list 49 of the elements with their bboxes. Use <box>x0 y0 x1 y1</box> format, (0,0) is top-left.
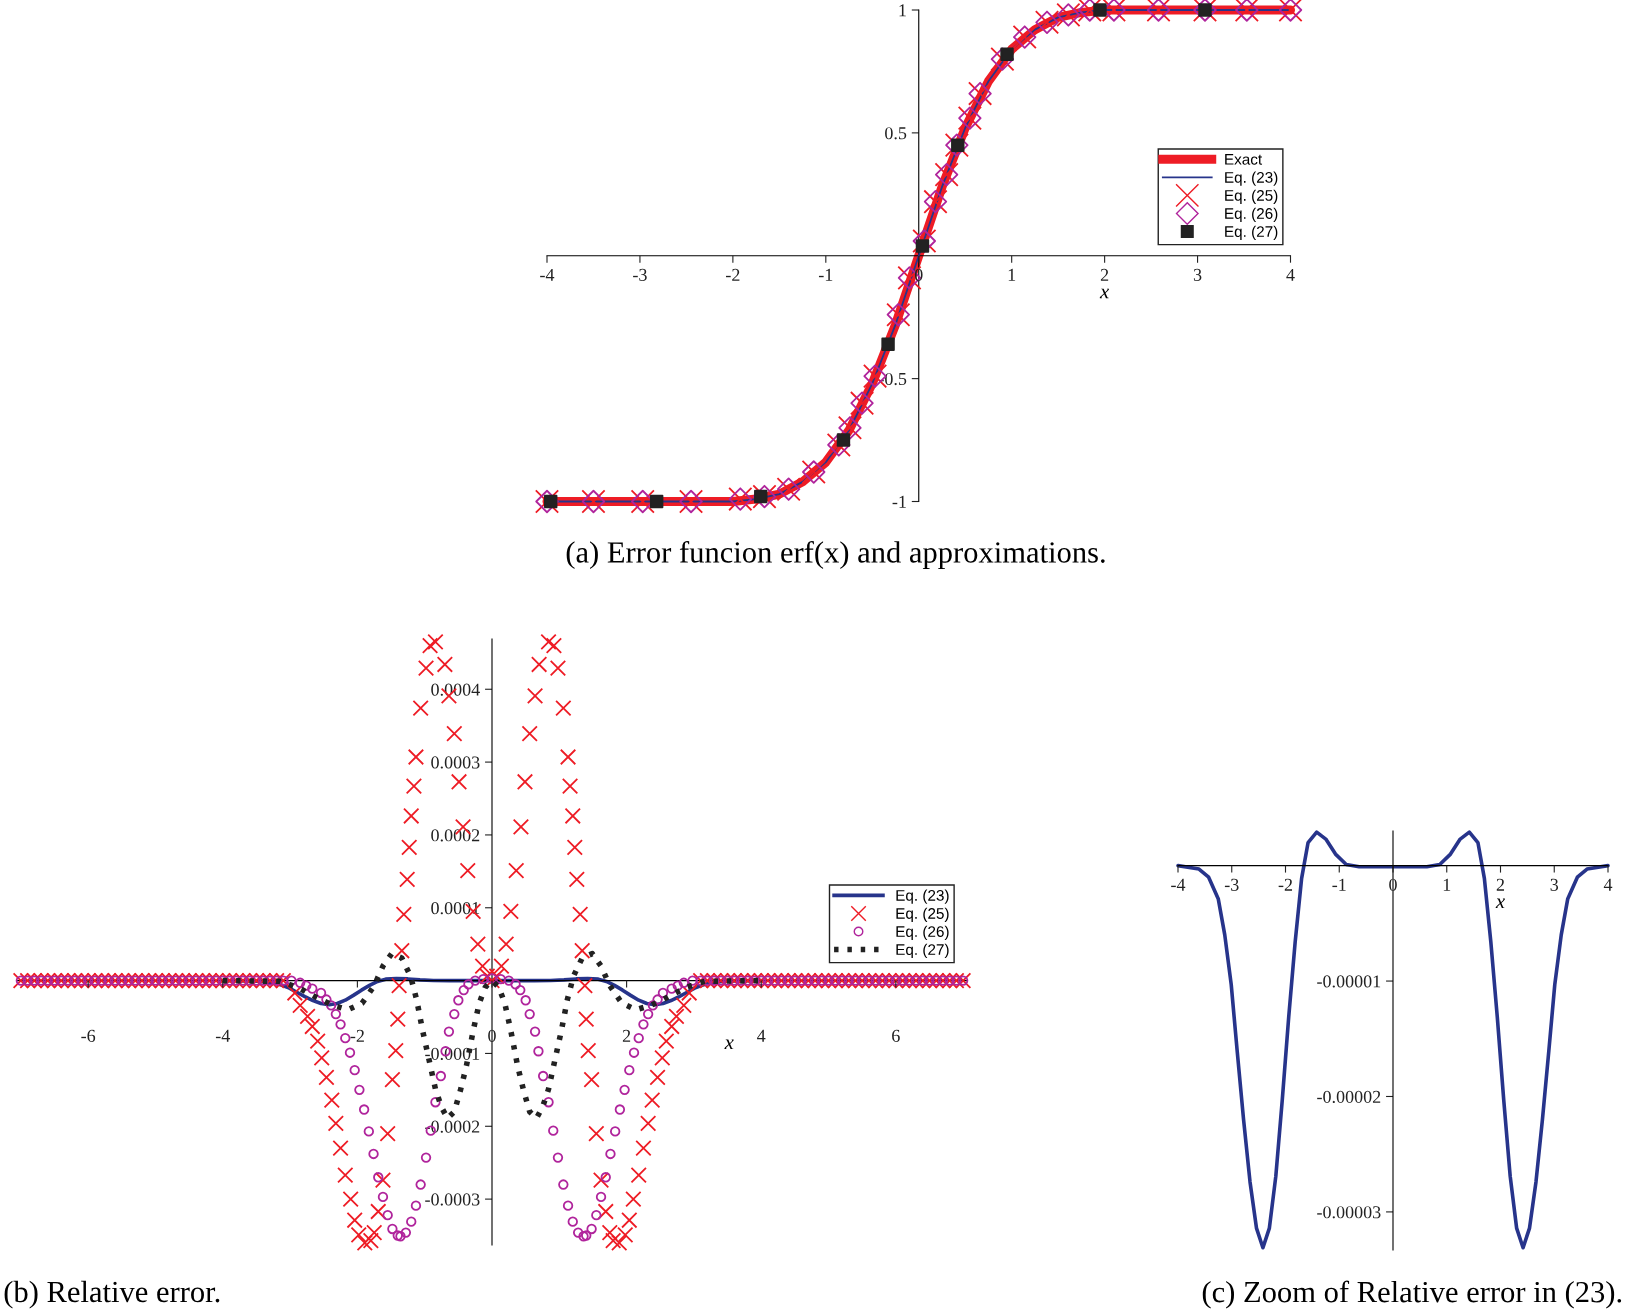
text: (b) Relative error. <box>4 1280 220 1309</box>
y-tick-label: -0.0001 <box>425 1047 480 1060</box>
y-tick-label: 0.0004 <box>431 683 480 696</box>
legend-label: Eq. (25) <box>896 907 949 922</box>
y-tick-label: -0.00002 <box>1317 1090 1381 1103</box>
y-tick-label: 0.0003 <box>431 756 480 769</box>
text: (a) Error funcion erf(x) and approximations. <box>566 540 1105 569</box>
x-tick-label: 3 <box>1550 878 1559 891</box>
x-tick-label: 2 <box>622 1029 631 1042</box>
x-axis-title: x <box>1495 898 1505 909</box>
x-tick-label: -3 <box>633 268 647 281</box>
x-tick-label: -2 <box>726 268 740 281</box>
x-tick-label: 2 <box>1100 268 1109 281</box>
y-tick-label: -0.0003 <box>425 1193 480 1206</box>
x-tick-label: -2 <box>350 1029 364 1042</box>
x-tick-label: 1 <box>1443 878 1451 891</box>
legend-label: Eq. (23) <box>1225 171 1278 186</box>
legend-label: Eq. (27) <box>1225 225 1278 241</box>
x-tick-label: -4 <box>540 268 555 281</box>
legend-label: Eq. (25) <box>1225 189 1278 204</box>
legend-label: Eq. (27) <box>896 943 949 959</box>
y-tick-label: -0.00001 <box>1317 975 1381 988</box>
x-tick-label: -4 <box>1171 878 1186 891</box>
legend-label: Eq. (26) <box>896 925 949 940</box>
x-tick-label: 4 <box>1286 268 1295 281</box>
text: (c) Zoom of Relative error in (23). <box>1202 1280 1622 1309</box>
x-tick-label: -1 <box>1332 878 1346 891</box>
x-tick-label: 2 <box>1496 878 1505 891</box>
legend-label: Exact <box>1225 154 1263 165</box>
legend-label: Eq. (23) <box>896 889 949 904</box>
x-tick-label: -4 <box>215 1029 231 1042</box>
legend-label: Eq. (26) <box>1225 207 1278 222</box>
x-tick-label: 6 <box>892 1029 900 1042</box>
x-tick-label: -6 <box>81 1029 96 1042</box>
x-tick-label: 4 <box>757 1029 766 1042</box>
x-tick-label: -3 <box>1224 878 1239 891</box>
y-tick-label: 0.0002 <box>431 829 480 842</box>
y-tick-label: -1 <box>892 495 906 508</box>
x-tick-label: 3 <box>1193 268 1202 281</box>
y-tick-label: -0.00003 <box>1317 1206 1381 1219</box>
y-tick-label: 1 <box>899 4 906 17</box>
y-tick-label: -0.0002 <box>425 1120 480 1133</box>
y-tick-label: 0.5 <box>885 127 907 140</box>
x-tick-label: 4 <box>1603 878 1613 891</box>
x-tick-label: -1 <box>818 268 833 281</box>
x-axis-title: x <box>1099 288 1110 299</box>
x-axis-title: x <box>724 1039 734 1050</box>
x-tick-label: 1 <box>1008 268 1016 281</box>
x-tick-label: -2 <box>1278 878 1293 891</box>
